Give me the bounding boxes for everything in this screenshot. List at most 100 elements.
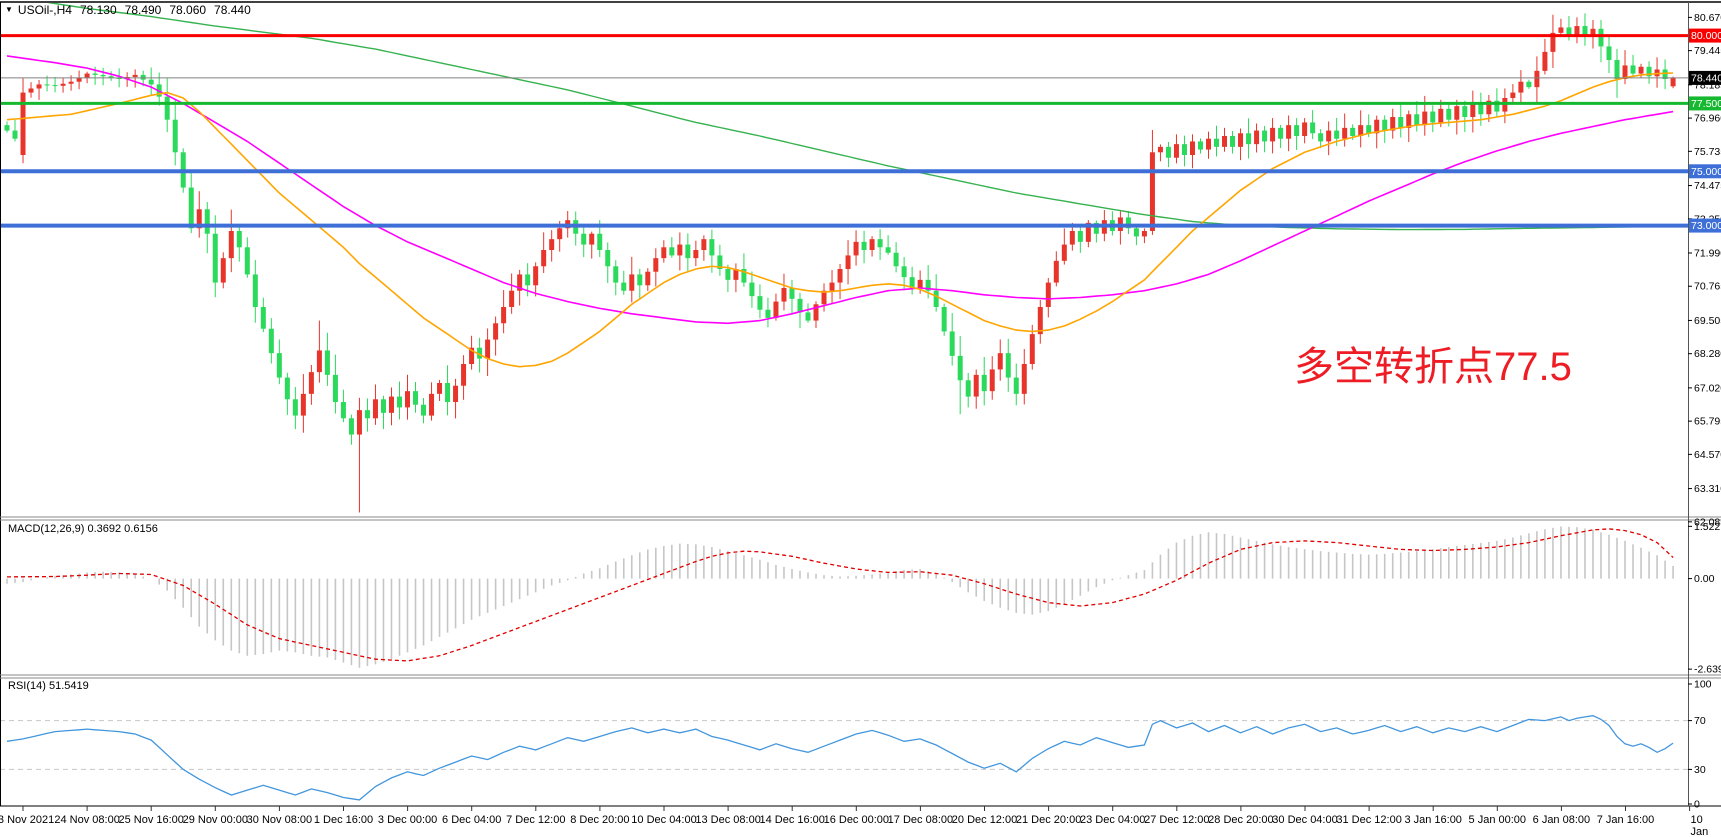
candle-body-down xyxy=(981,374,987,392)
price-tick-label: 67.020 xyxy=(1694,382,1721,394)
candle-body-down xyxy=(621,282,627,291)
candle-body-up xyxy=(453,385,459,402)
candle-body-up xyxy=(372,399,378,419)
candle-body-up xyxy=(1438,108,1444,123)
candle-body-down xyxy=(1318,133,1324,142)
candle-body-up xyxy=(1374,119,1380,134)
rsi-panel xyxy=(0,715,1688,801)
candle-body-down xyxy=(605,250,611,267)
candle-body-down xyxy=(244,247,250,275)
chart-text-annotation[interactable]: 多空转折点77.5 xyxy=(1294,345,1572,389)
candle-body-up xyxy=(316,350,322,373)
candle-body-down xyxy=(140,74,146,80)
candle-body-up xyxy=(300,393,306,416)
ohlc-low: 78.060 xyxy=(169,3,207,17)
candle-body-up xyxy=(829,282,835,291)
candle-body-down xyxy=(1077,231,1083,242)
price-axis[interactable]: 80.67079.44578.18576.96075.73574.47573.2… xyxy=(1688,12,1721,528)
candle-body-down xyxy=(1414,114,1420,126)
candle-body-down xyxy=(1165,146,1171,158)
candle-body-up xyxy=(1638,66,1644,74)
candle-body-up xyxy=(429,393,435,416)
time-axis-label: 30 Nov 08:00 xyxy=(246,814,313,826)
candle-body-up xyxy=(629,274,635,291)
ma-mid-magenta-line xyxy=(6,55,1674,325)
time-axis-label: 3 Dec 00:00 xyxy=(377,814,438,826)
candle-body-down xyxy=(1230,136,1236,147)
candle-body-up xyxy=(1238,133,1244,147)
candle-body-up xyxy=(1302,122,1308,136)
candle-body-up xyxy=(308,372,314,394)
time-axis-label: 7 Dec 12:00 xyxy=(506,814,566,826)
time-axis-label: 21 Dec 20:00 xyxy=(1015,814,1082,826)
candle-body-up xyxy=(1189,141,1195,155)
candle-body-down xyxy=(380,399,386,413)
candle-body-up xyxy=(1173,144,1179,158)
candle-body-down xyxy=(364,410,370,419)
price-tick-label: 75.735 xyxy=(1694,146,1721,158)
candle-body-up xyxy=(773,301,779,318)
candle-body-down xyxy=(1334,130,1340,139)
candle-body-up xyxy=(1510,92,1516,98)
candle-body-down xyxy=(901,266,907,278)
candle-body-up xyxy=(781,288,787,302)
price-tick-label: 63.310 xyxy=(1694,483,1721,495)
candle-body-up xyxy=(973,374,979,397)
candle-body-down xyxy=(284,377,290,400)
rsi-tick-label: 100 xyxy=(1694,679,1712,691)
macd-tick-label: 0.00 xyxy=(1694,573,1715,585)
time-axis-label: 8 Dec 20:00 xyxy=(570,814,630,826)
candle-body-down xyxy=(276,353,282,378)
candle-body-up xyxy=(549,239,555,250)
candle-body-up xyxy=(1149,152,1155,231)
chart-collapse-icon[interactable]: ▼ xyxy=(5,5,13,14)
candle-body-up xyxy=(1534,70,1540,88)
candle-body-up xyxy=(1157,146,1163,153)
rsi-axis[interactable]: 100 70 30 0 xyxy=(1688,679,1712,811)
ohlc-high: 78.490 xyxy=(124,3,162,17)
candle-body-up xyxy=(645,271,651,286)
candle-body-up xyxy=(461,364,467,386)
candle-body-up xyxy=(541,250,547,267)
candle-body-down xyxy=(260,307,266,329)
candle-body-down xyxy=(805,312,811,321)
candle-body-up xyxy=(68,81,74,84)
price-tag-label: 75.000 xyxy=(1691,166,1721,178)
candle-body-down xyxy=(1494,100,1500,112)
candle-body-down xyxy=(941,307,947,332)
candle-body-up xyxy=(1470,103,1476,117)
candle-body-up xyxy=(1558,27,1564,33)
candle-body-up xyxy=(36,84,42,89)
candle-body-down xyxy=(1462,106,1468,117)
candle-body-down xyxy=(861,241,867,250)
candle-body-up xyxy=(1222,136,1228,147)
candle-body-up xyxy=(853,241,859,256)
price-tag-label: 78.440 xyxy=(1691,72,1721,84)
candle-body-up xyxy=(76,77,82,82)
candle-body-down xyxy=(893,252,899,267)
candle-body-up xyxy=(1518,81,1524,93)
macd-indicator-label: MACD(12,26,9) 0.3692 0.6156 xyxy=(8,523,158,535)
panel-frame xyxy=(0,1,1721,807)
candle-body-up xyxy=(1286,125,1292,139)
time-axis-label: 6 Dec 04:00 xyxy=(442,814,502,826)
rsi-tick-label: 0 xyxy=(1694,799,1700,811)
candle-body-up xyxy=(997,353,1003,370)
candle-body-down xyxy=(749,282,755,297)
candle-body-down xyxy=(613,266,619,283)
rsi-line xyxy=(6,715,1674,801)
macd-axis[interactable]: 1.5227 0.00 -2.6392 xyxy=(1688,521,1721,676)
candle-body-down xyxy=(1214,138,1220,147)
candle-body-up xyxy=(356,410,362,435)
candle-body-down xyxy=(204,209,210,234)
symbol-period-label: USOil-,H4 xyxy=(17,3,72,17)
candle-body-up xyxy=(388,396,394,413)
candle-body-down xyxy=(1197,141,1203,150)
candle-body-down xyxy=(1005,353,1011,378)
time-axis-label: 28 Dec 20:00 xyxy=(1208,814,1274,826)
macd-tick-label: 1.5227 xyxy=(1694,521,1721,533)
macd-signal-line xyxy=(6,528,1674,662)
candle-body-down xyxy=(1446,108,1452,120)
macd-panel xyxy=(6,526,1674,668)
